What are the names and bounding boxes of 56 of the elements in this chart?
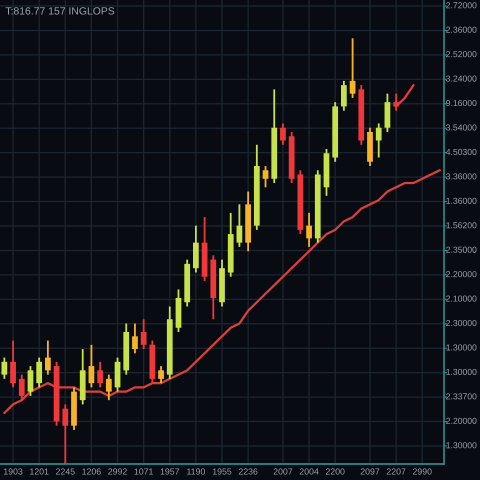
x-tick-label: 2992 bbox=[108, 468, 127, 475]
candlestick bbox=[45, 340, 51, 376]
candlestick bbox=[10, 340, 16, 388]
text: 2.35000 bbox=[446, 246, 477, 253]
text: 1.30000 bbox=[446, 442, 477, 448]
candlestick bbox=[106, 374, 112, 402]
text: 2.30000 bbox=[446, 320, 477, 326]
text: 3.54000 bbox=[446, 124, 477, 131]
x-tick-label: 2990 bbox=[412, 468, 432, 475]
text: 2.36000 bbox=[446, 26, 477, 33]
x-tick-label: 2007 bbox=[274, 468, 292, 475]
text: 3.24000 bbox=[446, 76, 477, 82]
text: 3.36000 bbox=[446, 173, 477, 180]
text: 2.52000 bbox=[446, 51, 477, 58]
x-tick-label: 2236 bbox=[238, 468, 258, 475]
text: 4.50300 bbox=[446, 148, 477, 155]
x-tick-label: 2097 bbox=[360, 468, 380, 475]
x-tick-label: 1206 bbox=[82, 468, 101, 475]
x-tick-label: 2200 bbox=[326, 468, 345, 475]
candlestick bbox=[97, 360, 103, 388]
x-tick-label: 1071 bbox=[134, 468, 153, 475]
text: 2.20000 bbox=[446, 418, 477, 424]
x-tick-label: 1190 bbox=[187, 468, 205, 475]
candlestick bbox=[236, 203, 242, 248]
text: 1.56200 bbox=[446, 222, 477, 228]
candlestick bbox=[36, 356, 42, 388]
candlestick bbox=[376, 122, 382, 158]
x-tick-label: 1201 bbox=[30, 468, 48, 475]
text: 2.33700 bbox=[446, 393, 477, 400]
text: 1.30000 bbox=[446, 368, 477, 375]
text: 2.72000 bbox=[446, 2, 477, 8]
text: 1.30000 bbox=[446, 344, 477, 351]
candlestick bbox=[140, 318, 147, 350]
candlestick bbox=[62, 404, 68, 464]
text: 2.20000 bbox=[446, 271, 477, 278]
candlestick bbox=[132, 322, 138, 354]
candlestick bbox=[1, 356, 8, 380]
candlestick bbox=[306, 212, 312, 248]
candlestick bbox=[341, 80, 347, 112]
x-tick-label: 1955 bbox=[212, 468, 232, 475]
candlestick bbox=[88, 344, 94, 388]
x-tick-label: 1903 bbox=[4, 468, 22, 475]
text: 1.36000 bbox=[446, 198, 477, 204]
candlestick bbox=[158, 365, 164, 384]
candlestick bbox=[28, 365, 34, 397]
candlestick bbox=[350, 37, 356, 99]
x-tick-label: 2207 bbox=[386, 468, 406, 475]
text: 9.16000 bbox=[446, 100, 477, 106]
x-tick-label: 2004 bbox=[300, 468, 319, 475]
candlestick bbox=[18, 374, 25, 402]
text: 2.10000 bbox=[446, 296, 477, 302]
x-tick-label: 1957 bbox=[160, 468, 180, 475]
candlestick bbox=[280, 122, 286, 146]
candlestick bbox=[262, 165, 268, 188]
x-tick-label: 2245 bbox=[56, 468, 75, 475]
chart-title: T:816.77 157 INGLOPS bbox=[6, 7, 114, 15]
